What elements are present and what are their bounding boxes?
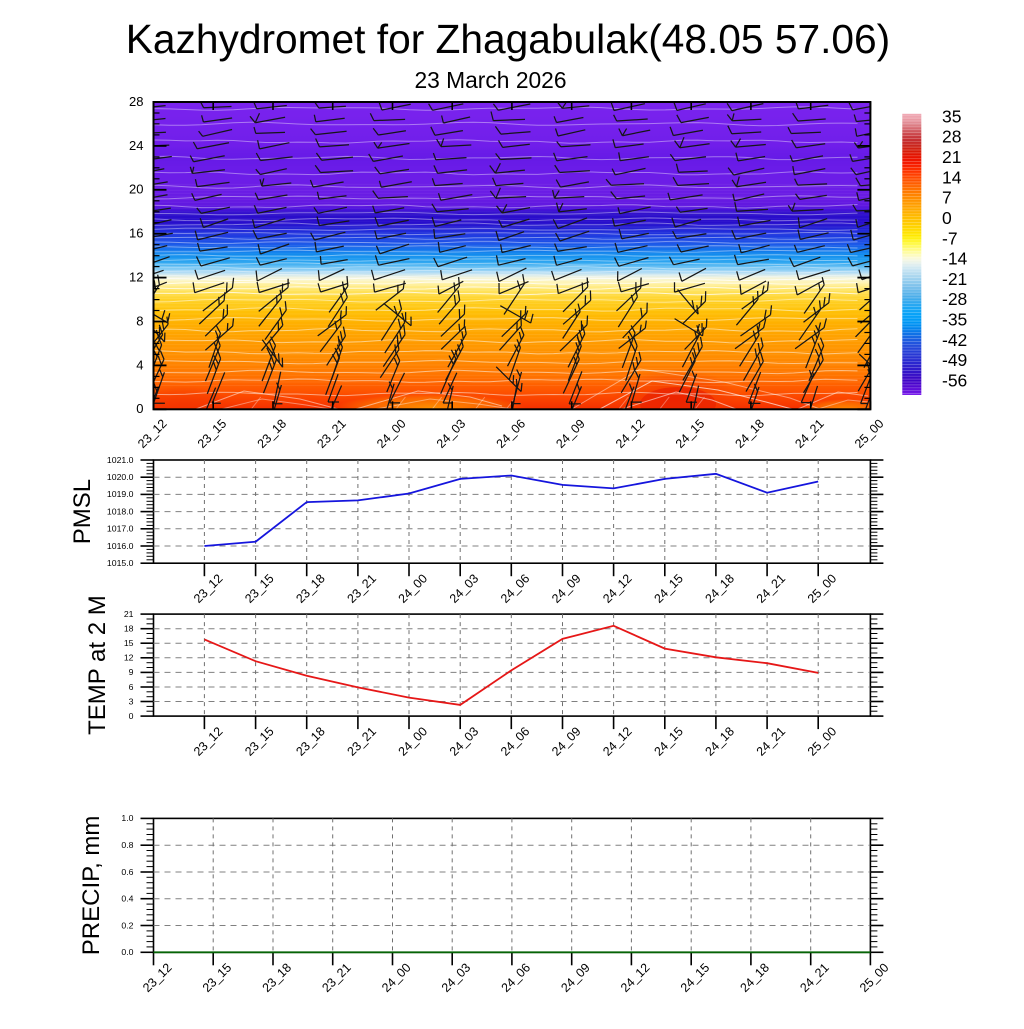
svg-text:0.4: 0.4 bbox=[121, 893, 133, 903]
svg-text:24: 24 bbox=[129, 138, 143, 153]
svg-text:-7: -7 bbox=[942, 228, 958, 248]
svg-text:0.6: 0.6 bbox=[121, 867, 133, 877]
svg-text:8: 8 bbox=[136, 313, 143, 328]
svg-text:6: 6 bbox=[129, 682, 134, 692]
svg-text:-56: -56 bbox=[942, 370, 967, 390]
svg-text:15: 15 bbox=[124, 638, 134, 648]
svg-text:21: 21 bbox=[942, 147, 961, 167]
svg-text:35: 35 bbox=[942, 106, 961, 126]
svg-text:21: 21 bbox=[124, 609, 134, 619]
svg-text:1021.0: 1021.0 bbox=[107, 455, 134, 465]
svg-text:20: 20 bbox=[129, 182, 143, 197]
svg-text:-14: -14 bbox=[942, 249, 968, 269]
svg-text:1018.0: 1018.0 bbox=[107, 506, 134, 516]
svg-text:-49: -49 bbox=[942, 350, 967, 370]
svg-text:7: 7 bbox=[942, 188, 952, 208]
svg-text:14: 14 bbox=[942, 167, 962, 187]
svg-text:9: 9 bbox=[129, 667, 134, 677]
svg-text:-28: -28 bbox=[942, 289, 967, 309]
svg-text:4: 4 bbox=[136, 357, 143, 372]
svg-text:-21: -21 bbox=[942, 269, 967, 289]
svg-text:1.0: 1.0 bbox=[121, 813, 133, 823]
svg-text:1019.0: 1019.0 bbox=[107, 489, 134, 499]
svg-text:-42: -42 bbox=[942, 330, 967, 350]
svg-text:1016.0: 1016.0 bbox=[107, 541, 134, 551]
svg-text:0: 0 bbox=[942, 208, 952, 228]
svg-text:18: 18 bbox=[124, 623, 134, 633]
svg-text:1015.0: 1015.0 bbox=[107, 558, 134, 568]
svg-text:PRECIP, mm: PRECIP, mm bbox=[78, 816, 105, 956]
svg-text:0.8: 0.8 bbox=[121, 840, 133, 850]
svg-text:16: 16 bbox=[129, 226, 143, 241]
svg-text:0.0: 0.0 bbox=[121, 947, 133, 957]
svg-text:1017.0: 1017.0 bbox=[107, 524, 134, 534]
svg-text:Kazhydromet for Zhagabulak(48.: Kazhydromet for Zhagabulak(48.05 57.06) bbox=[126, 16, 890, 62]
svg-text:TEMP at 2 M: TEMP at 2 M bbox=[84, 595, 111, 735]
svg-text:0: 0 bbox=[136, 401, 143, 416]
svg-text:28: 28 bbox=[129, 94, 143, 109]
svg-text:23 March 2026: 23 March 2026 bbox=[414, 67, 566, 93]
svg-text:-35: -35 bbox=[942, 310, 967, 330]
svg-text:12: 12 bbox=[124, 653, 134, 663]
svg-text:PMSL: PMSL bbox=[69, 479, 96, 544]
svg-text:3: 3 bbox=[129, 696, 134, 706]
svg-text:0.2: 0.2 bbox=[121, 920, 133, 930]
svg-text:1020.0: 1020.0 bbox=[107, 472, 134, 482]
svg-text:28: 28 bbox=[942, 127, 961, 147]
svg-text:0: 0 bbox=[129, 711, 134, 721]
svg-text:12: 12 bbox=[129, 270, 143, 285]
